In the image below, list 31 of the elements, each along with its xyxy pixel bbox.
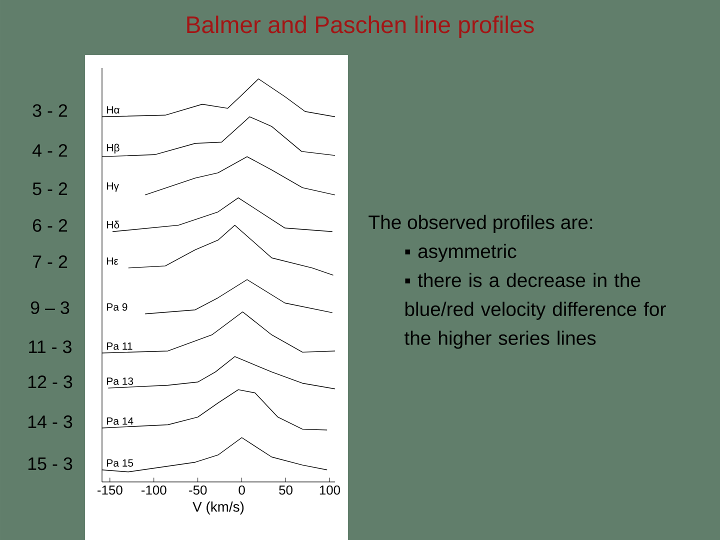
text: 15 - 3 — [28, 457, 72, 470]
text: 5 - 2 — [32, 182, 68, 196]
x-tick-label: -100 — [142, 486, 166, 495]
series-label: Hβ — [107, 144, 120, 154]
text: 6 - 2 — [32, 219, 68, 232]
text: 3 - 2 — [32, 104, 68, 117]
text: ▪ asymmetric — [405, 244, 516, 262]
text: 7 - 2 — [32, 255, 68, 268]
text: 14 - 3 — [28, 415, 72, 428]
series-label: Hα — [107, 106, 120, 114]
text: 9 – 3 — [30, 301, 70, 314]
series-label: Pa 13 — [107, 377, 134, 385]
text: 11 - 3 — [29, 340, 72, 354]
series-label: Pa 9 — [107, 303, 128, 311]
text: ▪ there is a decrease in the blue/red velocity difference for the higher series lines — [404, 272, 666, 349]
series-label: Pa 11 — [107, 342, 132, 350]
text: Hγ — [107, 182, 119, 192]
text: 4 - 2 — [32, 144, 68, 157]
x-tick-label: -50 — [189, 486, 207, 495]
x-tick-label: 100 — [320, 486, 340, 495]
chart-title: Balmer and Paschen line profiles — [187, 16, 534, 38]
series-label: Pa 15 — [107, 459, 134, 467]
x-axis-title: V (km/s) — [192, 502, 244, 515]
x-tick-label: 50 — [279, 486, 292, 495]
series-label: Hε — [107, 257, 118, 265]
text: The observed profiles are: — [368, 214, 592, 234]
series-label: Pa 14 — [107, 417, 134, 425]
series-label: Hδ — [107, 220, 120, 228]
x-tick-label: 0 — [238, 486, 245, 495]
x-tick-label: -150 — [98, 486, 122, 495]
text: 12 - 3 — [28, 376, 72, 388]
